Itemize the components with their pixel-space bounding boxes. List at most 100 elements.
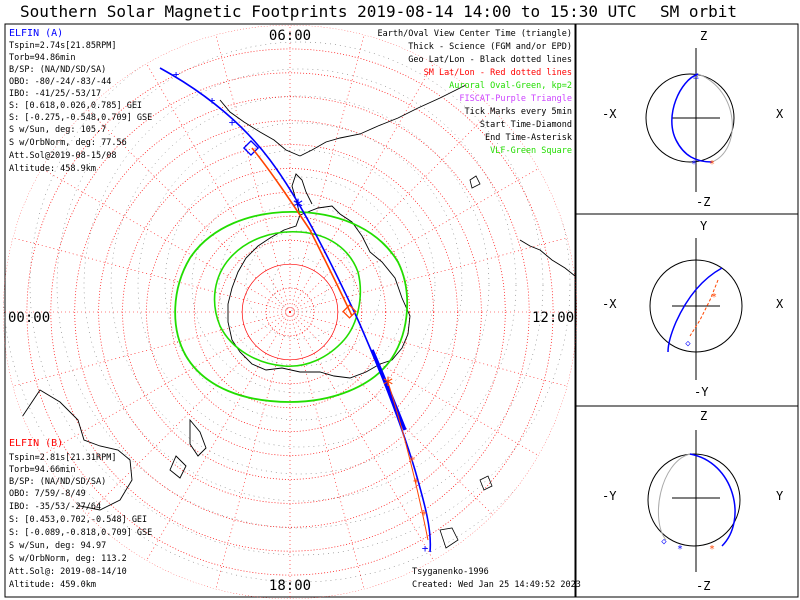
model-label: Tsyganenko-1996 bbox=[412, 567, 489, 577]
elfin-b-line: Tspin=2.81s[21.31RPM] bbox=[9, 453, 116, 463]
auroral-oval-inner bbox=[213, 230, 362, 368]
sm-latitude-circle bbox=[193, 215, 387, 409]
sm-latitude-circle bbox=[241, 263, 339, 361]
elfin-b-line: S: [0.453,0.702,-0.548] GEI bbox=[9, 515, 147, 525]
axis-label-top: Z bbox=[700, 29, 707, 43]
elfin-b-track-south bbox=[387, 381, 429, 541]
elfin-b-start-diamond bbox=[342, 304, 357, 319]
orbit-marker-end: * bbox=[691, 159, 697, 170]
orbit-b-path bbox=[658, 453, 691, 541]
elfin-a-tick: + bbox=[209, 94, 216, 107]
created-label: Created: Wed Jan 25 14:49:52 2023 bbox=[412, 580, 581, 590]
geo-latitude-circle bbox=[137, 122, 463, 448]
new-zealand-coast bbox=[169, 418, 207, 479]
legend-item: Auroral Oval-Green, kp=2 bbox=[449, 81, 572, 91]
elfin-b-line: Altitude: 459.0km bbox=[9, 580, 96, 590]
sm-latitude-circle bbox=[122, 144, 458, 480]
elfin-a-line: S: [-0.275,-0.548,0.709] GSE bbox=[9, 113, 152, 123]
orbit-panel-yz: Z -Z -Y Y * * ◇ bbox=[602, 409, 784, 593]
legend-item: Thick - Science (FGM and/or EPD) bbox=[408, 42, 572, 52]
auroral-oval-outer bbox=[174, 211, 409, 403]
legend-item: Earth/Oval View Center Time (triangle) bbox=[378, 29, 572, 39]
axis-label-left: -X bbox=[602, 107, 617, 121]
elfin-a-track bbox=[159, 67, 432, 553]
geo-grid bbox=[3, 25, 577, 583]
sm-latitude-circle bbox=[146, 168, 434, 456]
orbit-panel-xz: Z -Z -X X * * △ bbox=[602, 29, 784, 209]
sm-mlt-line bbox=[289, 34, 365, 313]
sm-latitude-circle bbox=[217, 239, 363, 385]
legend-item: FISCAT-Purple Triangle bbox=[459, 94, 572, 104]
axis-label-top: Y bbox=[700, 219, 708, 233]
axis-label-right: X bbox=[776, 297, 784, 311]
orbit-marker-start: △ bbox=[693, 71, 699, 81]
elfin-a-line: IBO: -41/25/-53/17 bbox=[9, 89, 101, 99]
axis-label-bottom: -Z bbox=[696, 195, 710, 209]
elfin-b-info: ELFIN (B) Tspin=2.81s[21.31RPM] Torb=94.… bbox=[9, 438, 152, 590]
elfin-b-tick: + bbox=[409, 454, 415, 465]
mlt-label-right: 12:00 bbox=[532, 310, 574, 326]
elfin-a-science-segment bbox=[370, 349, 407, 431]
sm-mlt-line bbox=[86, 311, 291, 516]
geo-latitude-circle bbox=[272, 257, 328, 313]
elfin-a-line: Altitude: 458.9km bbox=[9, 164, 96, 174]
elfin-a-footprint: * + + + + bbox=[159, 67, 432, 555]
geo-latitude-circle bbox=[83, 68, 517, 502]
orbit-marker-end: * bbox=[677, 544, 683, 555]
legend-item: Tick Marks every 5min bbox=[465, 107, 572, 117]
elfin-a-tick: + bbox=[229, 116, 236, 129]
geo-latitude-circle bbox=[110, 95, 490, 475]
legend-item: SM Lat/Lon - Red dotted lines bbox=[424, 68, 572, 78]
sm-mlt-line bbox=[12, 311, 291, 387]
elfin-a-line: S w/Sun, deg: 105.7 bbox=[9, 125, 106, 135]
axis-label-right: X bbox=[776, 107, 784, 121]
elfin-b-line: OBO: 7/59/-8/49 bbox=[9, 489, 86, 499]
orbit-marker-end-b: * bbox=[709, 544, 715, 555]
mlt-label-left: 00:00 bbox=[8, 310, 50, 326]
elfin-a-line: OBO: -80/-24/-83/-44 bbox=[9, 77, 111, 87]
elfin-b-tick: + bbox=[421, 508, 427, 519]
sm-mlt-line bbox=[215, 311, 291, 590]
orbit-marker-end: * bbox=[711, 292, 717, 303]
sm-mlt-line bbox=[289, 168, 539, 313]
elfin-b-asterisk: * bbox=[382, 373, 394, 397]
elfin-b-line: Torb=94.66min bbox=[9, 465, 76, 475]
elfin-b-title: ELFIN (B) bbox=[9, 438, 63, 449]
orbit-marker-end-b: * bbox=[709, 159, 715, 170]
orbit-a-path bbox=[689, 453, 736, 547]
orbit-circle bbox=[647, 453, 741, 547]
geo-latitude-circle bbox=[218, 203, 382, 367]
elfin-b-line: IBO: -35/53/-27/64 bbox=[9, 502, 101, 512]
sm-mlt-line bbox=[12, 237, 291, 313]
auroral-oval bbox=[174, 211, 409, 403]
sm-latitude-circle bbox=[265, 287, 315, 337]
sm-latitude-circle bbox=[98, 120, 482, 504]
axis-label-left: -Y bbox=[602, 489, 617, 503]
coastlines bbox=[13, 33, 576, 549]
axis-label-bottom: -Y bbox=[694, 385, 709, 399]
island-coast bbox=[439, 175, 493, 549]
mlt-label-top: 06:00 bbox=[269, 28, 311, 44]
legend: Earth/Oval View Center Time (triangle) T… bbox=[378, 29, 572, 156]
elfin-a-line: S: [0.618,0.026,0.785] GEI bbox=[9, 101, 142, 111]
geo-latitude-circle bbox=[245, 230, 355, 340]
mlt-label-bottom: 18:00 bbox=[269, 578, 311, 594]
elfin-a-line: Att.Sol@2019-08-15/08 bbox=[9, 151, 116, 161]
geo-latitude-circle bbox=[56, 41, 544, 529]
axis-label-top: Z bbox=[700, 409, 707, 423]
sm-grid bbox=[3, 25, 577, 599]
axis-label-bottom: -Z bbox=[696, 579, 710, 593]
orbit-panel-xy: Y -Y -X X * ◇ bbox=[602, 219, 784, 399]
axis-label-left: -X bbox=[602, 297, 617, 311]
orbit-circle bbox=[645, 73, 735, 163]
elfin-a-line: Torb=94.86min bbox=[9, 53, 76, 63]
elfin-a-asterisk: * bbox=[292, 195, 304, 219]
elfin-a-line: B/SP: (NA/ND/SD/SA) bbox=[9, 65, 106, 75]
axis-label-right: Y bbox=[776, 489, 784, 503]
orbit-b-path bbox=[689, 279, 719, 337]
orbit-marker-start: ◇ bbox=[661, 537, 667, 547]
legend-item: End Time-Asterisk bbox=[485, 133, 572, 143]
antarctica-coast bbox=[227, 205, 411, 379]
orbit-a-path bbox=[667, 267, 723, 353]
